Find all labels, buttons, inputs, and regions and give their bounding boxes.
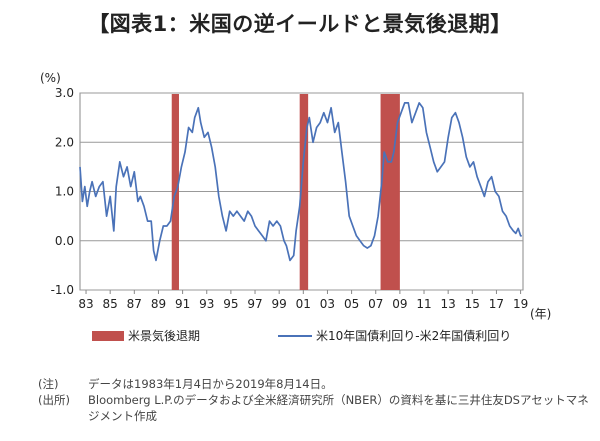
note-text: Bloomberg L.P.のデータおよび全米経済研究所（NBER）の資料を基に… — [88, 393, 589, 423]
x-axis-unit: (年) — [530, 307, 551, 321]
yield-spread-line — [79, 102, 522, 262]
x-tick-label: 05 — [344, 297, 359, 311]
x-tick-label: 93 — [199, 297, 214, 311]
notes: (注) データは1983年1月4日から2019年8月14日。 (出所) Bloo… — [38, 376, 594, 424]
legend-spread-label: 米10年国債利回り-米2年国債利回り — [316, 328, 511, 343]
x-tick-label: 01 — [296, 297, 311, 311]
x-tick-label: 09 — [392, 297, 407, 311]
yield-spread-chart: (%) (年) 3.0 2.0 1.0 0.0 -1.0 83 85 87 89 91 93 95 9… — [40, 71, 551, 343]
y-tick-label: 2.0 — [55, 135, 74, 149]
legend-recession-swatch — [92, 331, 124, 341]
x-tick-label: 13 — [441, 297, 456, 311]
x-tick-label: 95 — [223, 297, 238, 311]
x-tick-label: 17 — [489, 297, 504, 311]
x-tick-label: 07 — [368, 297, 383, 311]
x-tick-label: 97 — [247, 297, 262, 311]
x-tick-label: 19 — [513, 297, 528, 311]
y-tick-label: 0.0 — [55, 234, 74, 248]
x-tick-label: 87 — [127, 297, 142, 311]
x-tick-label: 03 — [320, 297, 335, 311]
x-tick-label: 11 — [416, 297, 431, 311]
x-tick-label: 99 — [272, 297, 287, 311]
note-row: (出所) Bloomberg L.P.のデータおよび全米経済研究所（NBER）の… — [38, 392, 594, 424]
x-tick-label: 91 — [175, 297, 190, 311]
y-tick-label: 1.0 — [55, 185, 74, 199]
note-label: (出所) — [38, 393, 70, 407]
y-axis-unit: (%) — [40, 71, 61, 85]
note-row: (注) データは1983年1月4日から2019年8月14日。 — [38, 376, 594, 392]
y-tick-label: 3.0 — [55, 86, 74, 100]
note-text: データは1983年1月4日から2019年8月14日。 — [88, 377, 333, 391]
note-label: (注) — [38, 377, 59, 391]
chart-title: 【図表1：米国の逆イールドと景気後退期】 — [88, 12, 512, 36]
x-tick-label: 85 — [103, 297, 118, 311]
recession-bar — [299, 94, 309, 290]
legend-recession-label: 米景気後退期 — [128, 328, 200, 343]
y-tick-label: -1.0 — [51, 283, 74, 297]
x-tick-label: 15 — [465, 297, 480, 311]
x-tick-label: 89 — [151, 297, 166, 311]
x-tick-label: 83 — [78, 297, 93, 311]
